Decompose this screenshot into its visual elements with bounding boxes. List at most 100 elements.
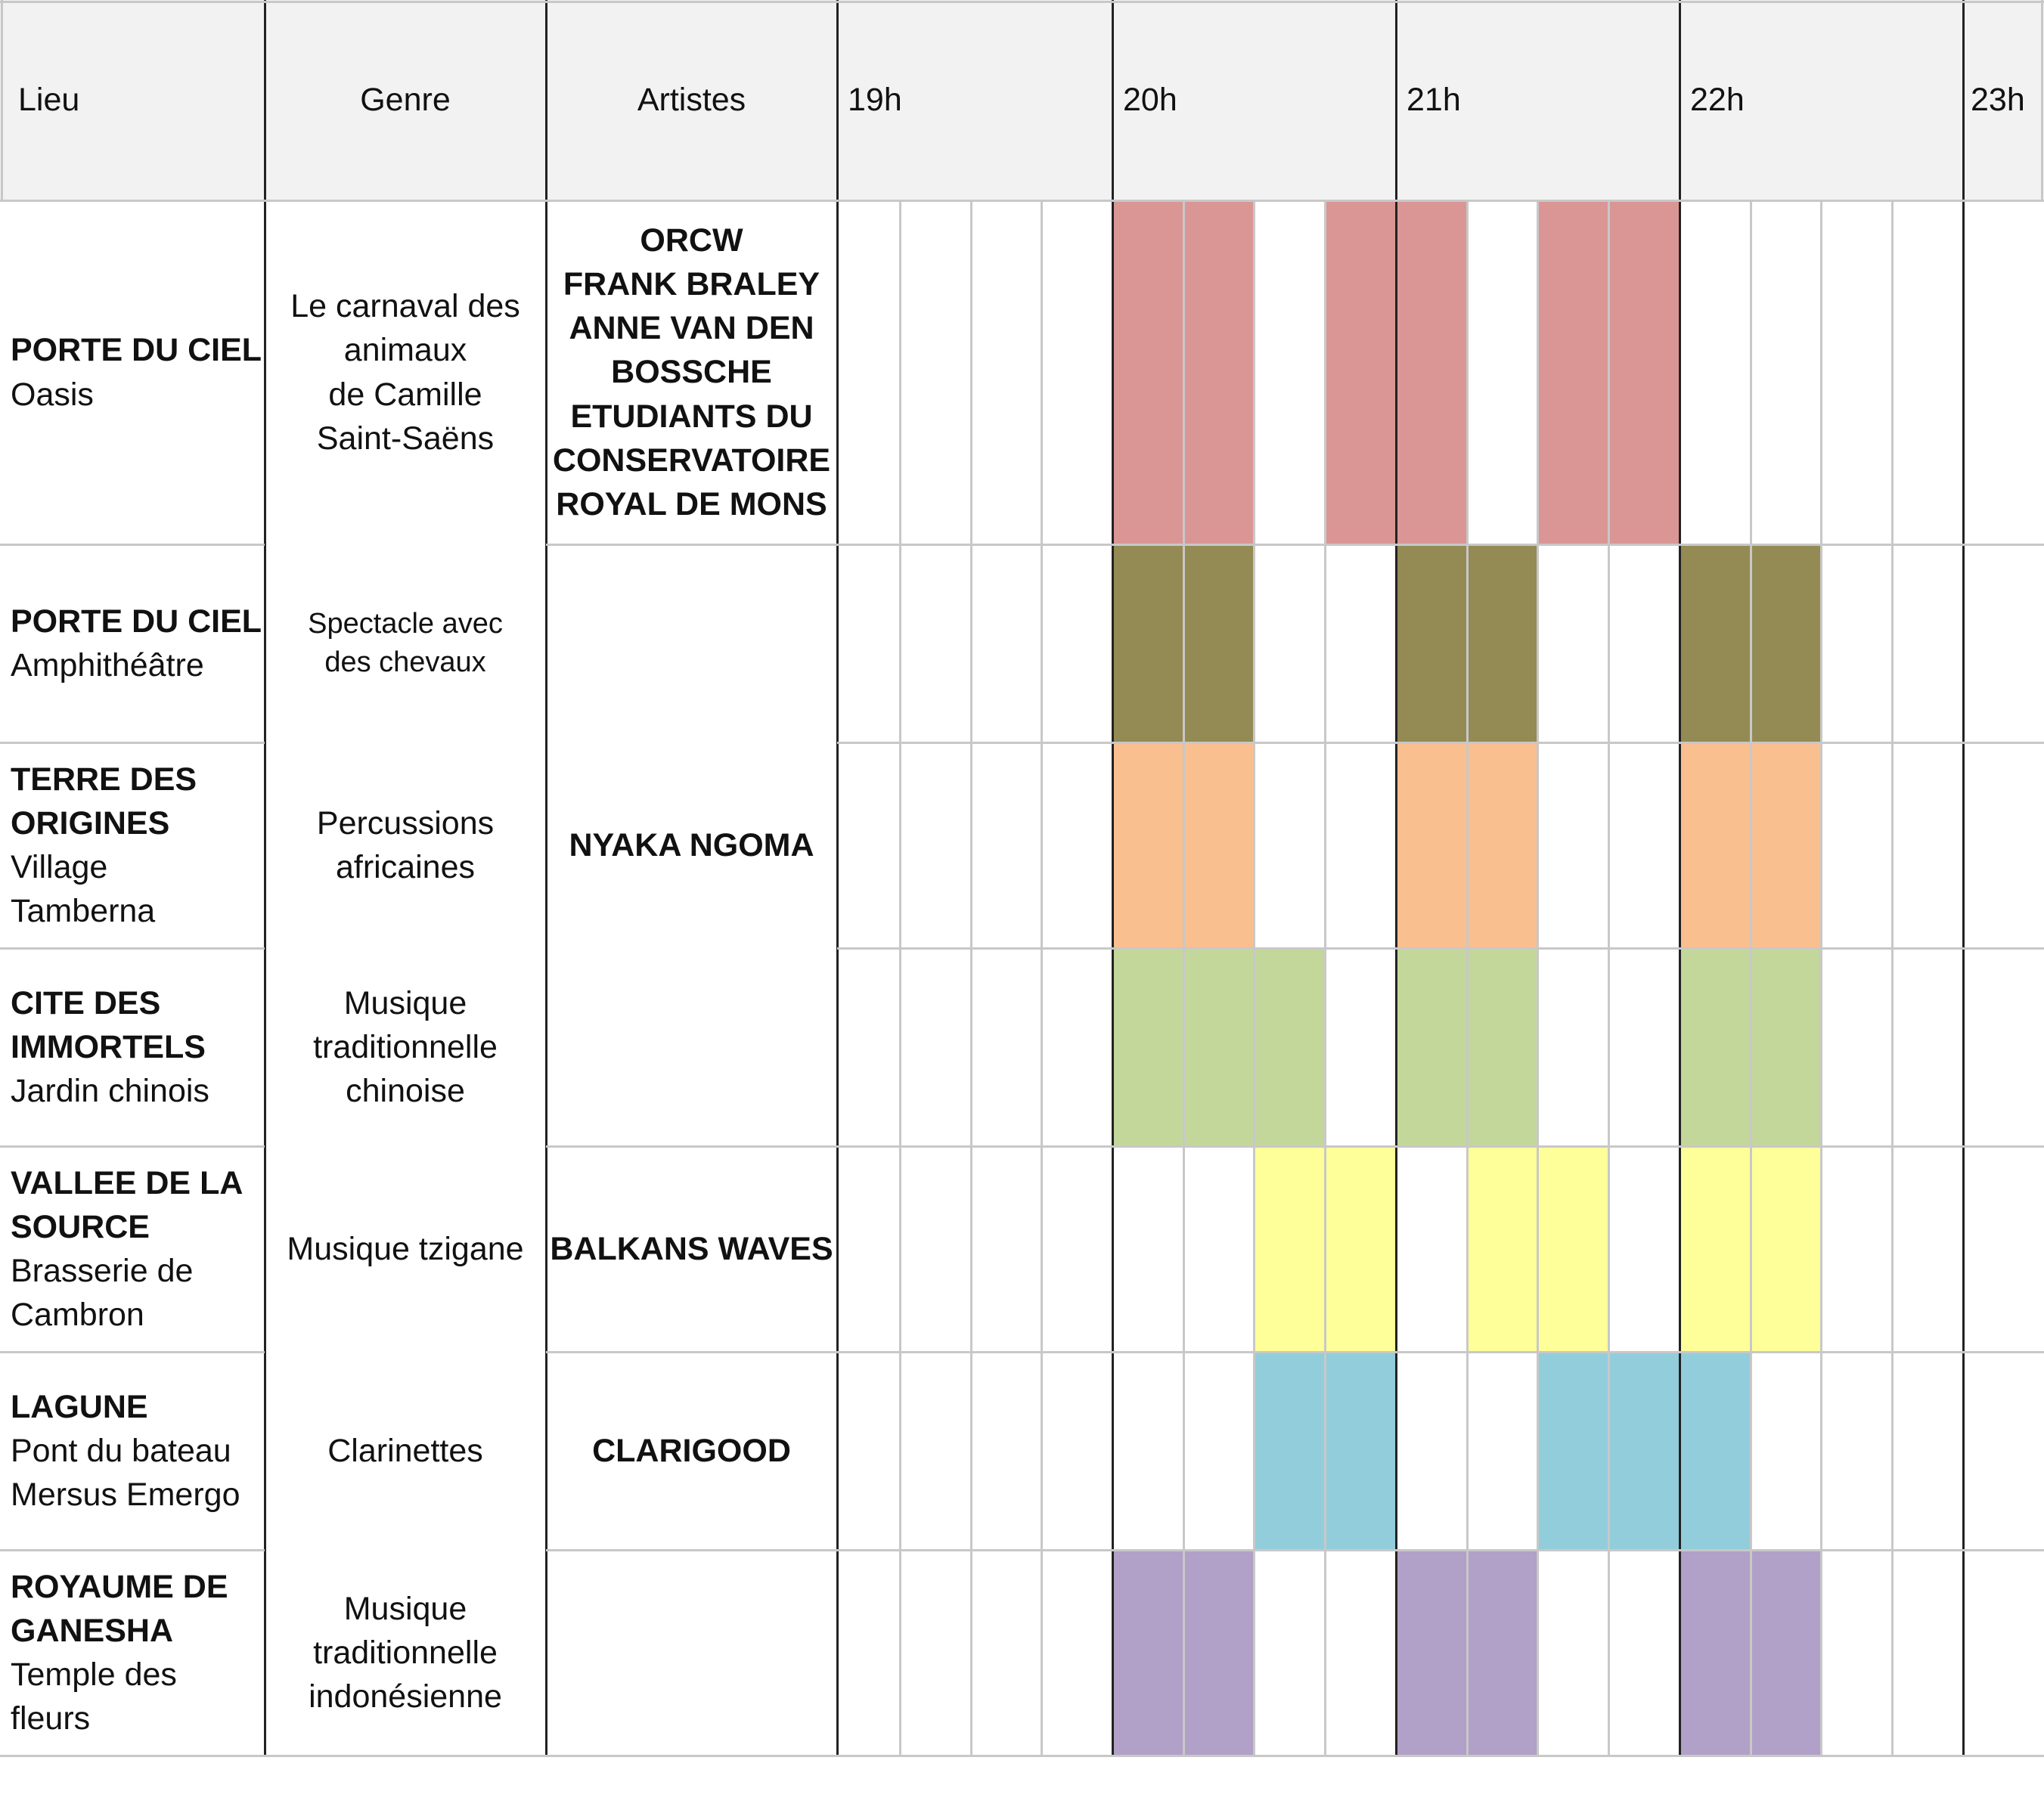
- schedule-block: [1751, 544, 1821, 742]
- schedule-block: [1680, 1146, 1751, 1352]
- genre-line: de Camille: [328, 376, 482, 413]
- header-genre: Genre: [265, 0, 546, 200]
- genre-line: Spectacle avec: [308, 607, 503, 640]
- lieu-name: IMMORTELS: [11, 1028, 206, 1065]
- schedule-block: [1680, 742, 1751, 948]
- header-hour-19h: 19h: [837, 0, 1112, 200]
- artist-line: NYAKA NGOMA: [569, 826, 814, 863]
- grid-line: [0, 1351, 265, 1353]
- grid-line: [1253, 200, 1255, 1756]
- lieu-sub: Mersus Emergo: [11, 1477, 240, 1514]
- header-lieu: Lieu: [0, 0, 265, 200]
- lieu-name: PORTE DU CIEL: [11, 332, 262, 369]
- schedule-block: [1254, 948, 1325, 1146]
- lieu-cell: VALLEE DE LA SOURCE Brasserie de Cambron: [0, 1146, 265, 1352]
- lieu-name: GANESHA: [11, 1612, 174, 1649]
- genre-line: Musique: [343, 1590, 467, 1627]
- genre-cell: Spectacle avec des chevaux: [265, 544, 546, 742]
- artist-line: BALKANS WAVES: [550, 1230, 833, 1267]
- grid-line: [1537, 200, 1539, 1756]
- lieu-sub: Cambron: [11, 1297, 144, 1334]
- lieu-name: PORTE DU CIEL: [11, 603, 262, 640]
- lieu-sub: Pont du bateau: [11, 1432, 231, 1469]
- schedule-block: [1467, 544, 1537, 742]
- schedule-block: [1467, 742, 1537, 948]
- schedule-block: [1751, 742, 1821, 948]
- schedule-block: [1537, 1352, 1608, 1550]
- grid-line: [0, 1549, 265, 1551]
- grid-line: [0, 947, 265, 950]
- schedule-block: [1537, 1146, 1608, 1352]
- schedule-block: [1183, 742, 1254, 948]
- grid-line: [1750, 200, 1752, 1756]
- grid-line: [837, 742, 2044, 744]
- artist-line: CLARIGOOD: [592, 1432, 791, 1469]
- genre-line: Musique: [343, 984, 467, 1021]
- schedule-block: [1325, 1146, 1396, 1352]
- grid-line: [836, 0, 839, 1756]
- genre-line: traditionnelle: [313, 1028, 498, 1065]
- grid-line: [0, 1755, 2044, 1757]
- lieu-cell: LAGUNE Pont du bateau Mersus Emergo: [0, 1352, 265, 1550]
- lieu-sub: Oasis: [11, 376, 94, 413]
- artist-line: ROYAL DE MONS: [556, 485, 827, 522]
- schedule-block: [1680, 948, 1751, 1146]
- genre-line: chinoise: [346, 1073, 465, 1110]
- grid-line: [0, 544, 265, 546]
- grid-line: [546, 544, 2044, 546]
- grid-line: [0, 742, 265, 744]
- genre-line: animaux: [343, 332, 467, 369]
- grid-line: [1183, 200, 1185, 1756]
- grid-line: [1962, 0, 1965, 1756]
- schedule-block: [1467, 1550, 1537, 1756]
- genre-line: traditionnelle: [313, 1634, 498, 1671]
- lieu-sub: fleurs: [11, 1700, 91, 1737]
- schedule-block: [1112, 1550, 1183, 1756]
- artist-line: ORCW: [640, 222, 743, 259]
- schedule-block: [1183, 948, 1254, 1146]
- grid-line: [2041, 0, 2043, 200]
- genre-line: Saint-Saëns: [316, 420, 495, 457]
- genre-cell: Clarinettes: [265, 1352, 546, 1550]
- lieu-cell: TERRE DES ORIGINES Village Tamberna: [0, 742, 265, 948]
- header-hour-21h: 21h: [1396, 0, 1680, 200]
- schedule-block: [1396, 948, 1467, 1146]
- grid-line: [0, 200, 2044, 202]
- grid-line: [837, 947, 2044, 950]
- header-hour-22h: 22h: [1680, 0, 1963, 200]
- header-hour-23h: 23h: [1963, 0, 2044, 200]
- grid-line: [1608, 200, 1610, 1756]
- header-artistes: Artistes: [546, 0, 837, 200]
- genre-cell: Musique traditionnelle indonésienne: [265, 1550, 546, 1756]
- schedule-block: [1112, 742, 1183, 948]
- grid-line: [1041, 200, 1043, 1756]
- schedule-block: [1254, 1352, 1325, 1550]
- lieu-cell: PORTE DU CIEL Amphithéâtre: [0, 544, 265, 742]
- lieu-cell: PORTE DU CIEL Oasis: [0, 200, 265, 544]
- lieu-sub: Temple des: [11, 1656, 177, 1693]
- genre-cell: Le carnaval des animaux de Camille Saint…: [265, 200, 546, 544]
- genre-line: indonésienne: [309, 1678, 502, 1715]
- schedule-block: [1608, 200, 1680, 544]
- artist-cell: CLARIGOOD: [546, 1352, 837, 1550]
- schedule-block: [1112, 948, 1183, 1146]
- lieu-name: ORIGINES: [11, 804, 170, 841]
- lieu-name: TERRE DES: [11, 761, 197, 798]
- genre-line: africaines: [335, 849, 476, 885]
- lieu-sub: Tamberna: [11, 893, 156, 930]
- grid-line: [1466, 200, 1469, 1756]
- lieu-sub: Amphithéâtre: [11, 647, 204, 683]
- grid-line: [1395, 0, 1397, 1756]
- grid-line: [1679, 0, 1681, 1756]
- artist-line: BOSSCHE: [611, 354, 772, 391]
- genre-line: des chevaux: [324, 646, 486, 678]
- lieu-name: LAGUNE: [11, 1388, 148, 1425]
- schedule-block: [1183, 544, 1254, 742]
- schedule-block: [1325, 1352, 1396, 1550]
- artist-line: ANNE VAN DEN: [569, 310, 814, 347]
- schedule-block: [1608, 1352, 1680, 1550]
- lieu-sub: Jardin chinois: [11, 1073, 209, 1110]
- grid-line: [0, 1145, 265, 1148]
- schedule-block: [1680, 1352, 1751, 1550]
